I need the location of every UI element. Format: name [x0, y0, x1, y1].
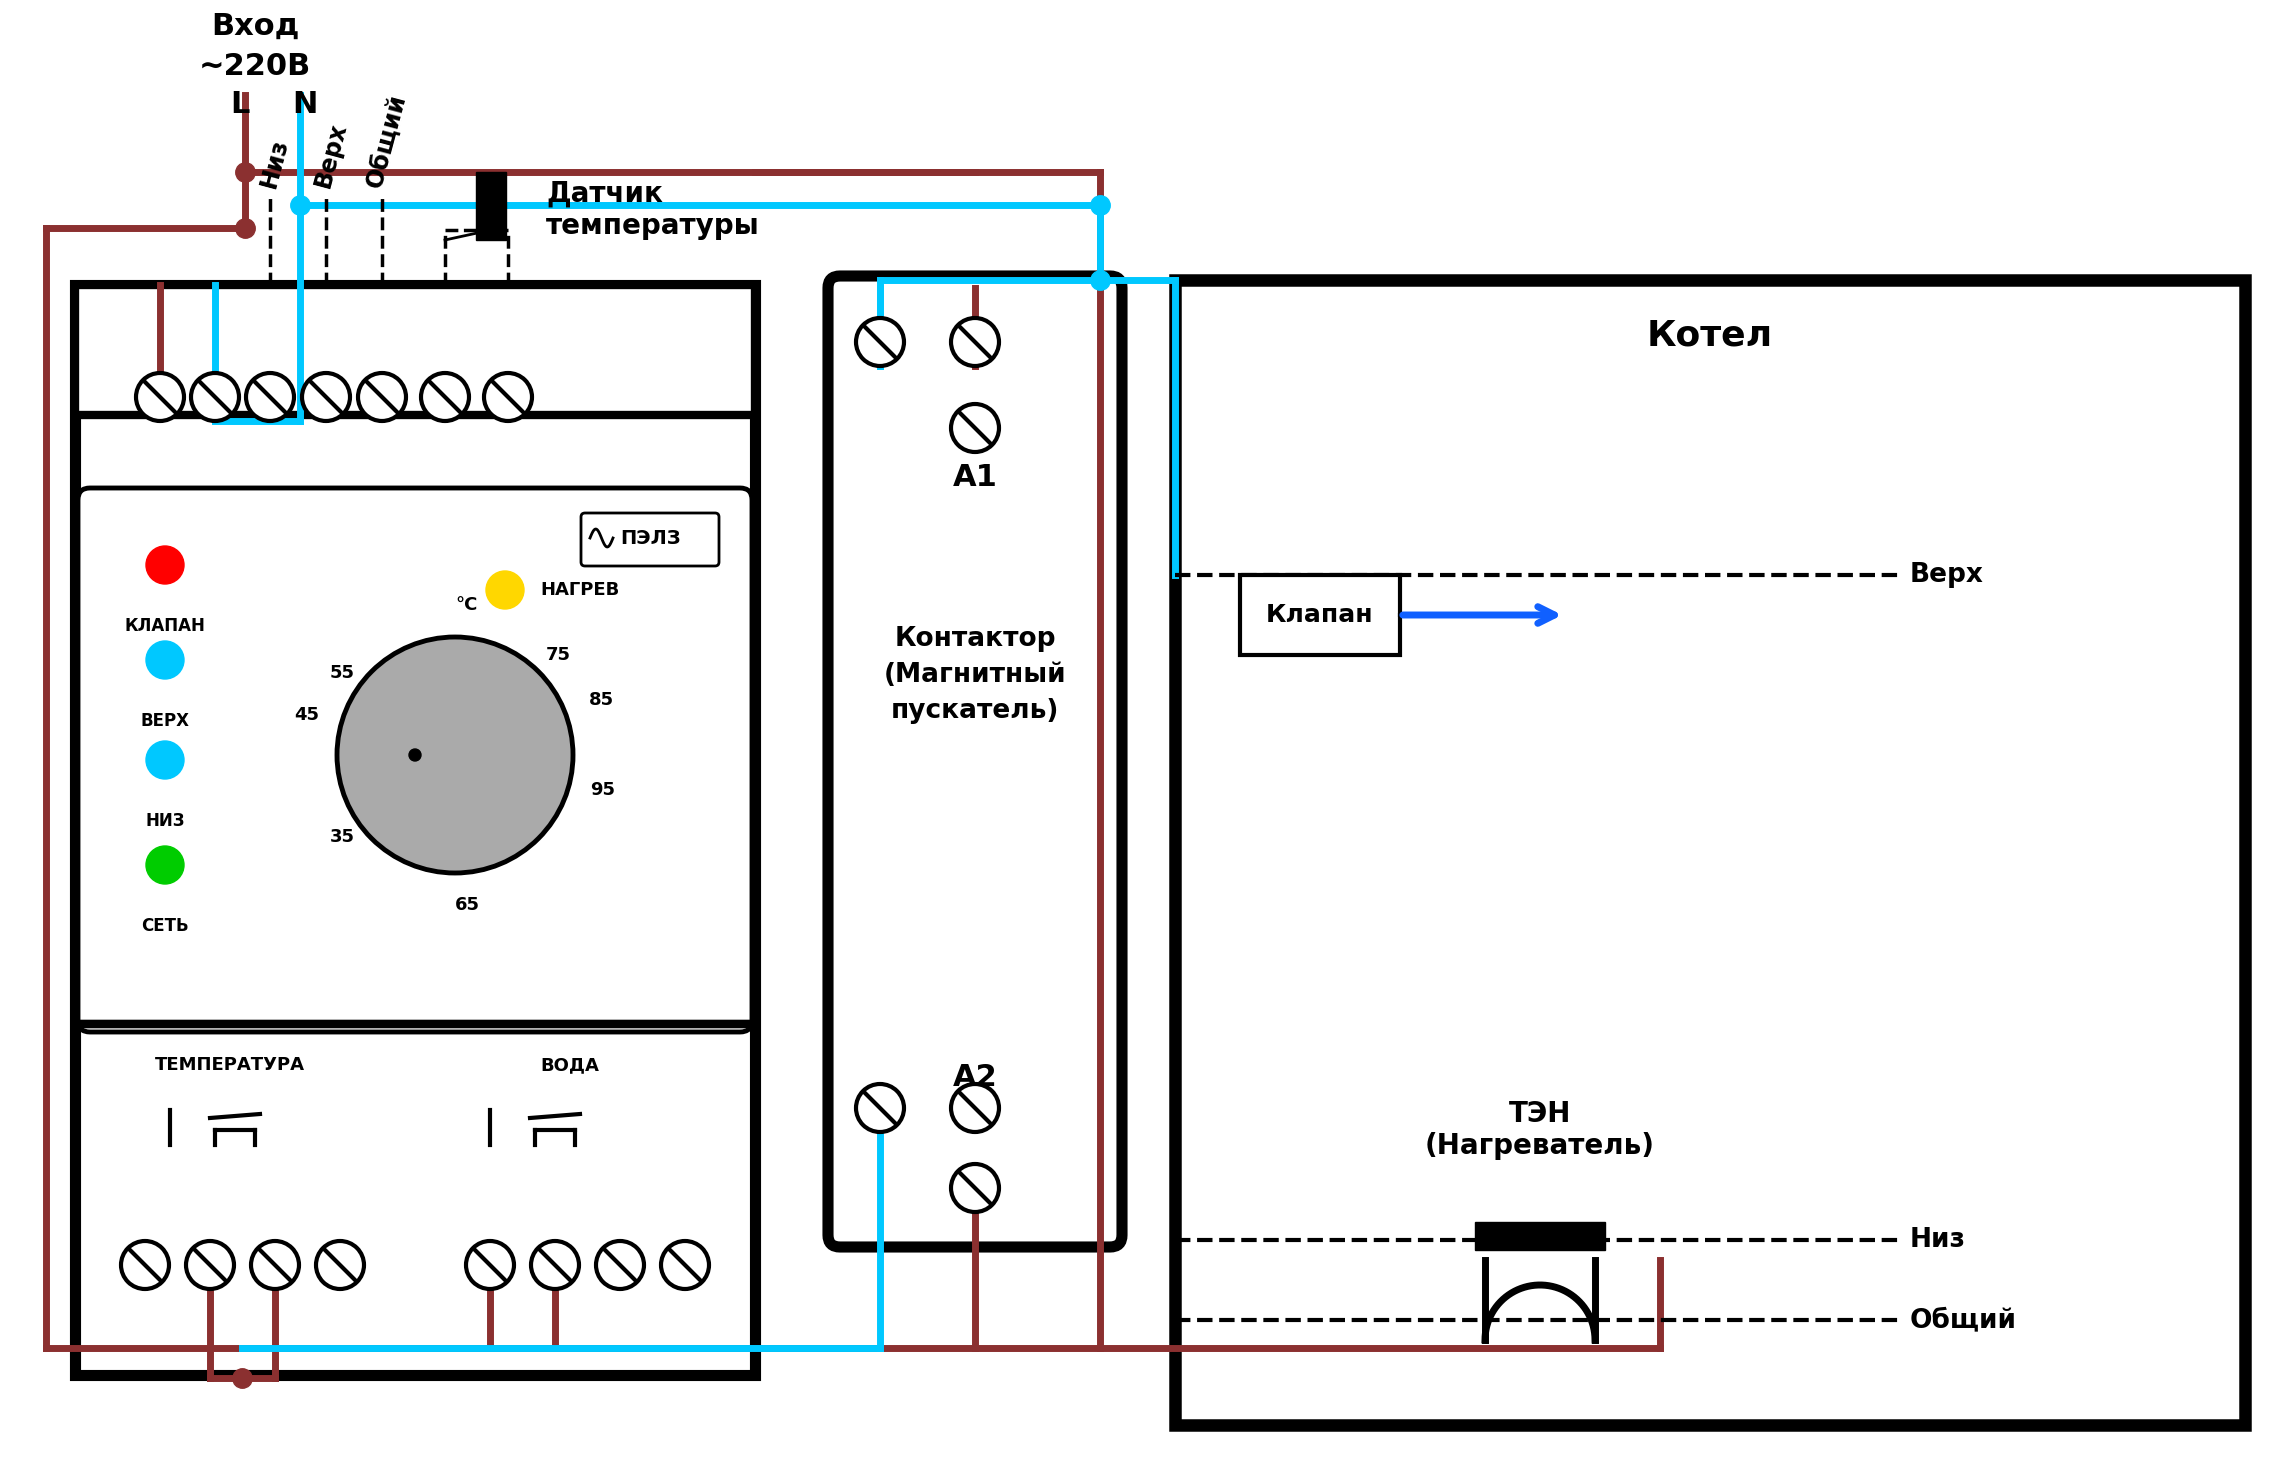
- Text: НИЗ: НИЗ: [144, 812, 185, 830]
- Circle shape: [856, 318, 904, 365]
- Circle shape: [146, 846, 183, 884]
- FancyBboxPatch shape: [829, 277, 1122, 1247]
- Text: Общий: Общий: [364, 92, 412, 189]
- Text: °C: °C: [456, 596, 478, 614]
- Circle shape: [121, 1241, 169, 1290]
- Circle shape: [595, 1241, 643, 1290]
- Bar: [76, 285, 755, 416]
- Text: 65: 65: [456, 896, 478, 914]
- Circle shape: [950, 318, 998, 365]
- Text: Низ: Низ: [1909, 1228, 1966, 1253]
- Text: 95: 95: [591, 781, 616, 799]
- Circle shape: [185, 1241, 233, 1290]
- Text: Котел: Котел: [1648, 318, 1774, 352]
- Text: КЛАПАН: КЛАПАН: [124, 617, 206, 634]
- Text: 75: 75: [545, 646, 570, 664]
- Circle shape: [357, 373, 405, 422]
- Text: ПЭЛЗ: ПЭЛЗ: [620, 528, 680, 547]
- Text: ~220В: ~220В: [199, 52, 311, 81]
- Text: Датчик
температуры: Датчик температуры: [547, 180, 760, 241]
- Circle shape: [950, 1164, 998, 1211]
- Circle shape: [245, 373, 293, 422]
- Text: А2: А2: [952, 1063, 998, 1093]
- Circle shape: [410, 748, 421, 762]
- Text: 35: 35: [330, 828, 355, 846]
- Circle shape: [950, 404, 998, 453]
- Circle shape: [483, 373, 531, 422]
- Bar: [476, 172, 506, 240]
- Circle shape: [146, 546, 183, 584]
- Circle shape: [421, 373, 469, 422]
- Bar: [76, 285, 755, 1375]
- Circle shape: [336, 637, 572, 873]
- Circle shape: [316, 1241, 364, 1290]
- Bar: [1241, 575, 1401, 655]
- Text: Контактор
(Магнитный
пускатель): Контактор (Магнитный пускатель): [884, 626, 1067, 725]
- Text: 85: 85: [588, 691, 613, 708]
- Text: Верх: Верх: [311, 120, 350, 189]
- Text: L: L: [231, 90, 250, 118]
- Circle shape: [662, 1241, 710, 1290]
- Text: Низ: Низ: [256, 136, 293, 189]
- Text: НАГРЕВ: НАГРЕВ: [540, 581, 620, 599]
- Circle shape: [146, 741, 183, 779]
- Text: Клапан: Клапан: [1266, 603, 1373, 627]
- Text: 55: 55: [330, 664, 355, 682]
- Text: Вход: Вход: [211, 12, 300, 41]
- Text: Общий: Общий: [1909, 1307, 2017, 1333]
- Text: Верх: Верх: [1909, 562, 1985, 589]
- Text: ТЭН
(Нагреватель): ТЭН (Нагреватель): [1426, 1100, 1655, 1160]
- Circle shape: [135, 373, 183, 422]
- Circle shape: [190, 373, 238, 422]
- Circle shape: [467, 1241, 515, 1290]
- Text: СЕТЬ: СЕТЬ: [142, 917, 188, 935]
- Text: N: N: [293, 90, 318, 118]
- Circle shape: [302, 373, 350, 422]
- Text: 45: 45: [295, 705, 320, 725]
- Circle shape: [531, 1241, 579, 1290]
- Text: ВОДА: ВОДА: [540, 1056, 600, 1074]
- FancyBboxPatch shape: [78, 488, 753, 1032]
- Circle shape: [856, 1084, 904, 1131]
- Circle shape: [146, 640, 183, 679]
- Text: ВЕРХ: ВЕРХ: [140, 711, 190, 731]
- Circle shape: [252, 1241, 300, 1290]
- Circle shape: [950, 1084, 998, 1131]
- FancyBboxPatch shape: [581, 513, 719, 566]
- Bar: [1174, 280, 2246, 1424]
- Text: А1: А1: [952, 463, 998, 493]
- Text: ТЕМПЕРАТУРА: ТЕМПЕРАТУРА: [156, 1056, 304, 1074]
- Bar: [1474, 1222, 1605, 1250]
- Circle shape: [485, 571, 524, 609]
